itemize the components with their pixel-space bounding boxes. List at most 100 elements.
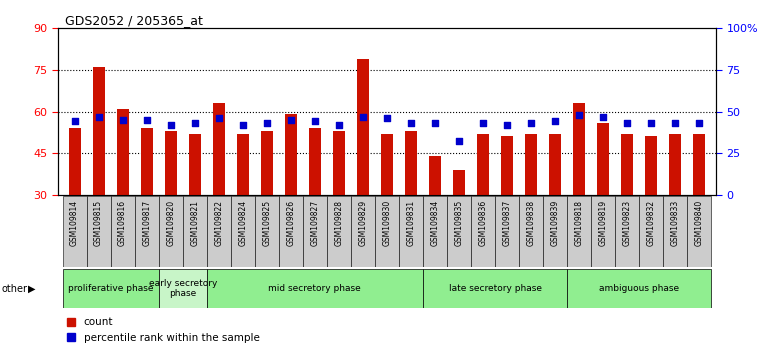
Point (429, 120, 441, 126)
Bar (693, 134, 705, 195)
Text: GSM109838: GSM109838 (527, 200, 536, 246)
Bar (669, 134, 681, 195)
Text: GSM109821: GSM109821 (190, 200, 199, 246)
Bar (447, 196, 471, 267)
Text: other: other (2, 284, 28, 293)
Text: GSM109825: GSM109825 (263, 200, 271, 246)
Bar (135, 196, 159, 267)
Point (92, 114, 105, 119)
Point (309, 119, 321, 124)
Point (333, 122, 345, 128)
Bar (213, 103, 225, 195)
Point (189, 120, 201, 126)
Bar (639, 196, 663, 267)
Text: GSM109830: GSM109830 (383, 200, 391, 246)
Point (236, 122, 249, 128)
Text: GSM109827: GSM109827 (310, 200, 320, 246)
Bar (405, 131, 417, 195)
Bar (86, 196, 111, 267)
Bar (573, 103, 585, 195)
Text: GSM109840: GSM109840 (695, 200, 704, 246)
Bar (285, 114, 296, 195)
Point (597, 114, 609, 119)
Point (453, 139, 465, 144)
Bar (351, 196, 375, 267)
Text: GSM109831: GSM109831 (407, 200, 416, 246)
Text: GSM109820: GSM109820 (166, 200, 176, 246)
Bar (549, 134, 561, 195)
Point (140, 117, 152, 123)
Bar (621, 134, 633, 195)
Point (213, 115, 225, 121)
Text: GSM109833: GSM109833 (671, 200, 680, 246)
Text: GDS2052 / 205365_at: GDS2052 / 205365_at (65, 14, 203, 27)
Point (477, 120, 489, 126)
Bar (261, 131, 273, 195)
Bar (206, 269, 423, 308)
Point (501, 122, 514, 128)
Bar (159, 269, 206, 308)
Text: GSM109817: GSM109817 (142, 200, 151, 246)
Bar (525, 134, 537, 195)
Bar (165, 131, 176, 195)
Bar (567, 269, 711, 308)
Bar (255, 196, 279, 267)
Text: GSM109815: GSM109815 (94, 200, 103, 246)
Point (69, 119, 81, 124)
Bar (309, 128, 321, 195)
Point (693, 120, 705, 126)
Point (573, 112, 585, 118)
Point (405, 120, 417, 126)
Text: GSM109816: GSM109816 (118, 200, 127, 246)
Point (260, 120, 273, 126)
Bar (519, 196, 543, 267)
Text: proliferative phase: proliferative phase (68, 284, 153, 293)
Bar (495, 196, 519, 267)
Bar (231, 196, 255, 267)
Text: GSM109814: GSM109814 (70, 200, 79, 246)
Bar (591, 196, 615, 267)
Bar (357, 59, 369, 195)
Bar (688, 196, 711, 267)
Legend: count, percentile rank within the sample: count, percentile rank within the sample (63, 313, 264, 347)
Bar (423, 269, 567, 308)
Point (621, 120, 634, 126)
Bar (159, 196, 182, 267)
Text: early secretory
phase: early secretory phase (149, 279, 217, 298)
Point (669, 120, 681, 126)
Text: GSM109837: GSM109837 (503, 200, 511, 246)
Text: GSM109835: GSM109835 (454, 200, 464, 246)
Bar (62, 269, 159, 308)
Text: GSM109822: GSM109822 (214, 200, 223, 246)
Bar (615, 196, 639, 267)
Point (116, 117, 129, 123)
Bar (279, 196, 303, 267)
Text: ambiguous phase: ambiguous phase (599, 284, 679, 293)
Bar (645, 137, 658, 195)
Bar (663, 196, 688, 267)
Text: GSM109836: GSM109836 (478, 200, 487, 246)
Point (380, 115, 393, 121)
Bar (375, 196, 399, 267)
Bar (598, 122, 609, 195)
Text: GSM109834: GSM109834 (430, 200, 440, 246)
Bar (471, 196, 495, 267)
Bar (429, 156, 441, 195)
Point (165, 122, 177, 128)
Bar (333, 131, 345, 195)
Text: GSM109839: GSM109839 (551, 200, 560, 246)
Bar (543, 196, 567, 267)
Point (549, 119, 561, 124)
Text: GSM109818: GSM109818 (574, 200, 584, 246)
Bar (182, 196, 206, 267)
Bar (423, 196, 447, 267)
Bar (62, 196, 86, 267)
Point (357, 114, 369, 119)
Bar (206, 196, 231, 267)
Text: GSM109828: GSM109828 (334, 200, 343, 246)
Text: GSM109819: GSM109819 (598, 200, 608, 246)
Bar (69, 128, 81, 195)
Text: GSM109826: GSM109826 (286, 200, 296, 246)
Bar (236, 134, 249, 195)
Text: mid secretory phase: mid secretory phase (269, 284, 361, 293)
